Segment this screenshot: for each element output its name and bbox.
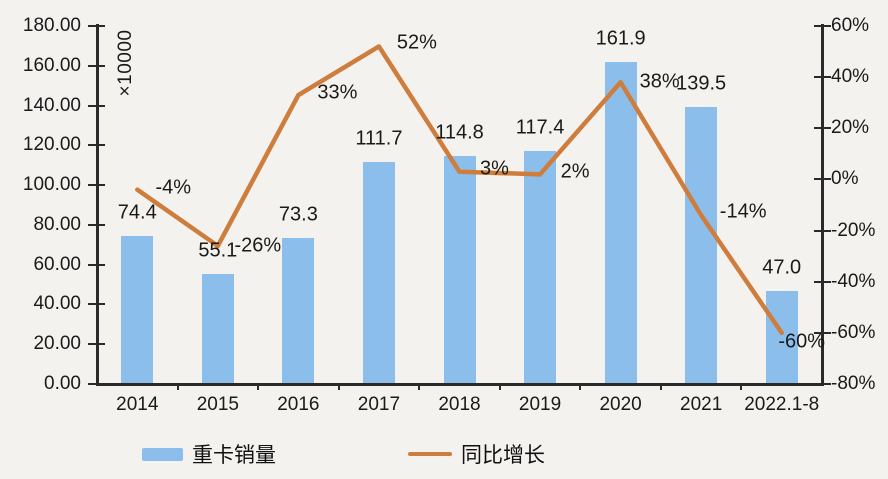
x-axis-label-2016: 2016 bbox=[277, 394, 320, 415]
y-axis-right-tick bbox=[814, 331, 831, 334]
y-axis-right-tick-label: -40% bbox=[831, 270, 876, 292]
bar-2018 bbox=[443, 155, 476, 383]
y-axis-left-tick bbox=[88, 144, 105, 147]
y-axis-left-tick bbox=[88, 303, 105, 306]
bar-value-label-2021: 139.5 bbox=[676, 72, 727, 95]
y-axis-right-line bbox=[820, 24, 824, 384]
y-axis-left-line bbox=[95, 24, 99, 384]
x-axis-tick bbox=[337, 384, 340, 390]
y-axis-right-tick bbox=[814, 178, 831, 181]
pct-label-2019: 2% bbox=[560, 160, 590, 183]
y-axis-right-tick bbox=[814, 127, 831, 130]
pct-label-2015: -26% bbox=[234, 234, 282, 257]
y-axis-left-tick-label: 120.00 bbox=[22, 134, 81, 156]
pct-label-2022.1-8: -60% bbox=[778, 330, 826, 353]
x-axis-tick bbox=[740, 384, 743, 390]
x-axis-label-2015: 2015 bbox=[196, 394, 239, 415]
x-axis-label-2021: 2021 bbox=[680, 394, 723, 415]
bar-2015 bbox=[201, 274, 234, 383]
y-axis-left-tick bbox=[88, 64, 105, 67]
left-axis-unit-label: ×10000 bbox=[115, 29, 136, 97]
x-axis-tick bbox=[257, 384, 260, 390]
x-axis-label-2022.1-8: 2022.1-8 bbox=[744, 394, 820, 415]
bar-series-swatch bbox=[142, 447, 183, 461]
y-axis-right-tick-label: 60% bbox=[831, 15, 870, 36]
bar-2019 bbox=[524, 150, 557, 383]
y-axis-right-tick bbox=[814, 383, 831, 385]
pct-label-2017: 52% bbox=[396, 31, 437, 54]
y-axis-left-tick bbox=[88, 184, 105, 187]
x-axis-tick bbox=[579, 384, 582, 390]
pct-label-2021: -14% bbox=[719, 200, 767, 223]
bar-2016 bbox=[282, 238, 315, 383]
pct-label-2016: 33% bbox=[317, 81, 358, 104]
y-axis-right-tick bbox=[814, 280, 831, 283]
x-axis-label-2018: 2018 bbox=[438, 394, 481, 415]
x-axis-tick bbox=[659, 384, 662, 390]
x-axis-label-2014: 2014 bbox=[116, 394, 159, 415]
y-axis-left-tick bbox=[88, 223, 105, 226]
legend-label-yoy-growth: 同比增长 bbox=[461, 444, 545, 467]
bar-value-label-2016: 73.3 bbox=[278, 203, 318, 226]
y-axis-left-tick-label: 40.00 bbox=[33, 293, 81, 315]
x-axis-label-2019: 2019 bbox=[518, 394, 562, 415]
y-axis-left-tick-label: 60.00 bbox=[33, 253, 81, 275]
bar-value-label-2020: 161.9 bbox=[595, 27, 646, 50]
y-axis-right-tick bbox=[814, 25, 831, 27]
legend-item-truck-sales: 重卡销量 bbox=[142, 441, 276, 467]
x-axis-line bbox=[95, 382, 824, 386]
pct-label-2018: 3% bbox=[480, 157, 509, 180]
growth-polyline bbox=[135, 44, 784, 336]
legend: 重卡销量 同比增长 bbox=[0, 441, 888, 467]
y-axis-right-tick-label: -80% bbox=[831, 373, 876, 394]
y-axis-left-tick-label: 0.00 bbox=[44, 373, 81, 394]
bar-value-label-2022.1-8: 47.0 bbox=[762, 256, 802, 279]
bar-2022.1-8 bbox=[765, 290, 798, 383]
y-axis-left-tick bbox=[88, 25, 105, 27]
legend-label-truck-sales: 重卡销量 bbox=[192, 444, 276, 467]
bar-value-label-2019: 117.4 bbox=[515, 116, 565, 138]
y-axis-right-tick bbox=[814, 76, 831, 79]
bar-value-label-2017: 111.7 bbox=[355, 127, 403, 150]
bar-2017 bbox=[362, 161, 395, 383]
y-axis-left-tick-label: 80.00 bbox=[33, 213, 81, 235]
y-axis-right-tick-label: 20% bbox=[831, 117, 870, 139]
bar-2014 bbox=[121, 236, 154, 383]
y-axis-right-tick-label: -60% bbox=[831, 321, 876, 343]
bar-2020 bbox=[604, 61, 637, 383]
y-axis-left-tick bbox=[88, 343, 105, 346]
y-axis-right-tick-label: 0% bbox=[831, 168, 859, 190]
bar-value-label-2014: 74.4 bbox=[117, 201, 157, 224]
x-axis-label-2017: 2017 bbox=[357, 394, 401, 415]
y-axis-left-tick bbox=[88, 104, 105, 107]
growth-line bbox=[135, 44, 784, 336]
y-axis-left-tick-label: 140.00 bbox=[22, 94, 81, 116]
y-axis-left-tick-label: 180.00 bbox=[22, 15, 81, 36]
y-axis-left-tick-label: 100.00 bbox=[22, 174, 81, 196]
y-axis-right-tick-label: 40% bbox=[831, 66, 870, 88]
x-axis-label-2020: 2020 bbox=[599, 394, 642, 415]
x-axis-tick bbox=[418, 384, 421, 390]
pct-label-2014: -4% bbox=[155, 176, 192, 199]
x-axis-tick bbox=[498, 384, 501, 390]
y-axis-left-tick bbox=[88, 263, 105, 266]
bar-2021 bbox=[685, 106, 718, 383]
x-axis-tick bbox=[176, 384, 179, 390]
bar-value-label-2015: 55.1 bbox=[198, 239, 238, 262]
pct-label-2020: 38% bbox=[639, 70, 680, 93]
bar-value-label-2018: 114.8 bbox=[435, 121, 484, 144]
legend-item-yoy-growth: 同比增长 bbox=[408, 441, 545, 467]
y-axis-right-tick-label: -20% bbox=[831, 219, 876, 241]
line-series-swatch bbox=[408, 452, 452, 456]
y-axis-right-tick bbox=[814, 229, 831, 232]
y-axis-left-tick-label: 160.00 bbox=[22, 54, 81, 76]
y-axis-left-tick-label: 20.00 bbox=[33, 333, 81, 355]
y-axis-left-tick bbox=[88, 383, 105, 385]
